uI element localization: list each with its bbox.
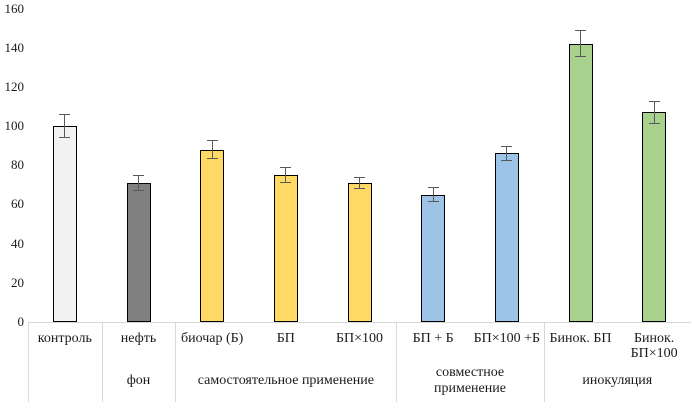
bar xyxy=(347,182,372,322)
error-bar-bottom-cap xyxy=(501,160,513,162)
y-axis-tick-label: 140 xyxy=(4,39,25,55)
category-group-label-text: самостоятельное применение xyxy=(197,373,374,388)
error-bar-top-cap xyxy=(501,145,513,147)
error-bar-bottom-cap xyxy=(427,201,439,203)
category-group-label: совместное применение xyxy=(396,356,543,406)
category-group-divider xyxy=(543,322,545,402)
category-label: БП×100 xyxy=(335,331,384,346)
error-bar xyxy=(211,139,213,160)
error-bar xyxy=(506,145,508,162)
category-label: БП xyxy=(276,331,295,346)
category-label: биочар (Б) xyxy=(180,331,244,346)
y-axis-tick-label: 80 xyxy=(11,157,24,173)
error-bar xyxy=(653,100,655,125)
bar xyxy=(568,43,593,322)
category-label: БП + Б xyxy=(412,331,454,346)
bar xyxy=(421,194,446,322)
category-group-label-text: инокуляция xyxy=(582,373,653,388)
error-bar-top-cap xyxy=(59,114,71,116)
error-bar-top-cap xyxy=(354,177,365,178)
error-bar xyxy=(359,177,360,189)
category-group-label: инокуляция xyxy=(544,356,691,406)
error-bar-top-cap xyxy=(133,175,144,177)
error-bar-bottom-cap xyxy=(206,158,218,160)
y-axis-tick-label: 120 xyxy=(4,78,25,94)
y-axis-tick-label: 40 xyxy=(11,235,24,251)
category-group-label: самостоятельное применение xyxy=(175,356,396,406)
y-axis-tick-label: 20 xyxy=(11,274,24,290)
bar xyxy=(273,175,298,322)
error-bar-top-cap xyxy=(575,30,586,32)
error-bar-bottom-cap xyxy=(575,56,586,58)
category-group-label: фон xyxy=(102,356,176,406)
category-label: контроль xyxy=(37,331,92,346)
x-axis-line xyxy=(28,322,691,323)
category-label: Бинок. БП×100 xyxy=(630,331,678,361)
error-bar-bottom-cap xyxy=(354,187,365,189)
error-bar-bottom-cap xyxy=(133,189,144,191)
error-bar-bottom-cap xyxy=(648,123,660,125)
category-label: Бинок. БП xyxy=(549,331,612,346)
error-bar-bottom-cap xyxy=(280,181,292,183)
y-axis-tick-label: 100 xyxy=(4,118,25,134)
error-bar-bottom-cap xyxy=(59,136,71,138)
error-bar xyxy=(64,114,66,138)
category-label: БП×100 +Б xyxy=(473,331,541,346)
error-bar xyxy=(432,186,434,203)
error-bar-top-cap xyxy=(648,100,660,102)
error-bar-top-cap xyxy=(206,139,218,141)
y-axis-tick-label: 60 xyxy=(11,196,24,212)
bar xyxy=(494,153,519,322)
error-bar-top-cap xyxy=(280,167,292,169)
bar xyxy=(52,126,77,322)
category-group-divider xyxy=(28,322,29,402)
error-bar xyxy=(580,30,581,58)
error-bar-top-cap xyxy=(427,186,439,188)
category-group-divider xyxy=(175,322,177,402)
error-bar xyxy=(138,175,139,191)
error-bar xyxy=(285,167,287,183)
bar xyxy=(126,182,151,322)
bar xyxy=(200,149,225,322)
category-group-divider xyxy=(396,322,398,402)
bar xyxy=(642,112,667,322)
category-group-label-text: совместное применение xyxy=(434,365,506,396)
y-axis-tick-label: 0 xyxy=(17,314,25,329)
category-group-label-text: фон xyxy=(126,373,151,388)
category-group-divider xyxy=(101,322,103,402)
category-label: нефть xyxy=(120,331,157,346)
y-axis-tick-label: 160 xyxy=(4,0,25,16)
